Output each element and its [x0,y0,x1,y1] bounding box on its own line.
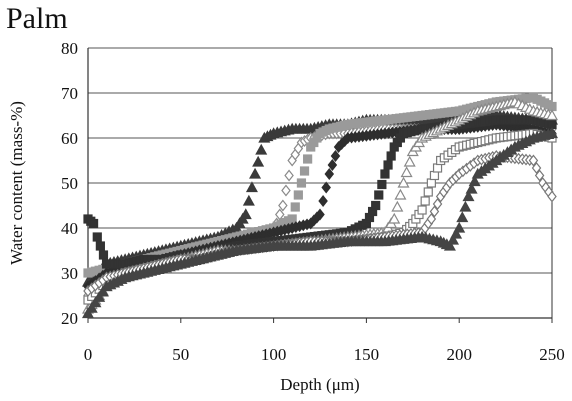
data-point [327,159,338,171]
data-point [98,250,109,260]
data-point [400,166,413,178]
data-point [92,232,102,242]
data-point [456,211,469,223]
data-point [249,167,262,179]
data-point [239,208,252,220]
data-point [388,212,401,224]
data-point [252,155,265,167]
data-point [293,190,303,200]
data-point [545,127,559,139]
data-point [275,208,285,221]
data-point [315,208,325,221]
data-point [287,214,297,224]
data-point [96,285,109,297]
data-point [443,239,456,251]
data-point [81,307,95,319]
data-point [468,175,481,187]
data-point [417,205,427,215]
data-point [321,181,331,194]
x-axis-label: Depth (μm) [280,375,359,394]
data-point [296,178,307,188]
data-point [386,151,396,161]
data-point [426,213,437,225]
data-point [420,196,430,206]
x-tick-200: 200 [446,345,472,364]
data-point [278,199,288,212]
x-tick-250: 250 [539,345,565,364]
data-point [303,154,313,164]
data-point [547,190,557,203]
data-point [299,166,310,176]
data-point [374,190,384,200]
data-point [403,155,416,167]
y-tick-40: 40 [61,219,78,238]
data-point [394,188,407,200]
y-tick-80: 80 [61,39,78,58]
data-point [432,198,443,210]
data-point [377,179,387,190]
data-point [318,195,328,207]
x-tick-100: 100 [261,345,287,364]
data-point [429,205,440,218]
data-point [446,233,460,245]
data-point [89,296,102,308]
data-point [545,109,559,121]
data-point [459,200,472,212]
data-point [290,202,300,212]
x-tick-labels: 0 50 100 150 200 250 [84,345,565,364]
data-point [534,169,545,182]
y-tick-20: 20 [61,309,78,328]
data-point [281,184,291,197]
gridlines [88,47,552,274]
x-tick-50: 50 [172,345,189,364]
data-point [245,181,258,193]
data-point [380,169,390,179]
data-point [462,190,475,202]
data-point [242,194,255,206]
data-point [528,154,539,167]
data-point [397,176,410,188]
data-point [391,200,404,212]
y-tick-60: 60 [61,129,78,148]
data-point [453,221,466,233]
x-tick-0: 0 [84,345,93,364]
data-point [85,301,98,313]
data-point [429,170,440,181]
axes [87,48,553,323]
y-axis-label: Water content (mass-%) [7,101,26,265]
data-point [465,182,478,194]
data-point [371,200,381,211]
chart-title: Palm [6,2,68,35]
y-tick-70: 70 [61,84,78,103]
y-tick-30: 30 [61,264,78,283]
data-point [93,291,106,302]
series-8 [81,127,559,319]
data-point [426,178,436,188]
data-point [324,168,335,180]
data-points [81,92,559,319]
data-point [284,169,294,182]
y-tick-labels: 20 30 40 50 60 70 80 [61,39,78,328]
data-point [255,143,268,155]
data-point [423,187,433,197]
data-point [88,218,99,229]
data-point [95,241,105,251]
data-point [330,150,341,162]
data-point [383,160,393,170]
data-point [432,163,443,173]
y-tick-50: 50 [61,174,78,193]
data-point [531,162,542,174]
data-point [450,227,463,239]
x-tick-150: 150 [354,345,380,364]
